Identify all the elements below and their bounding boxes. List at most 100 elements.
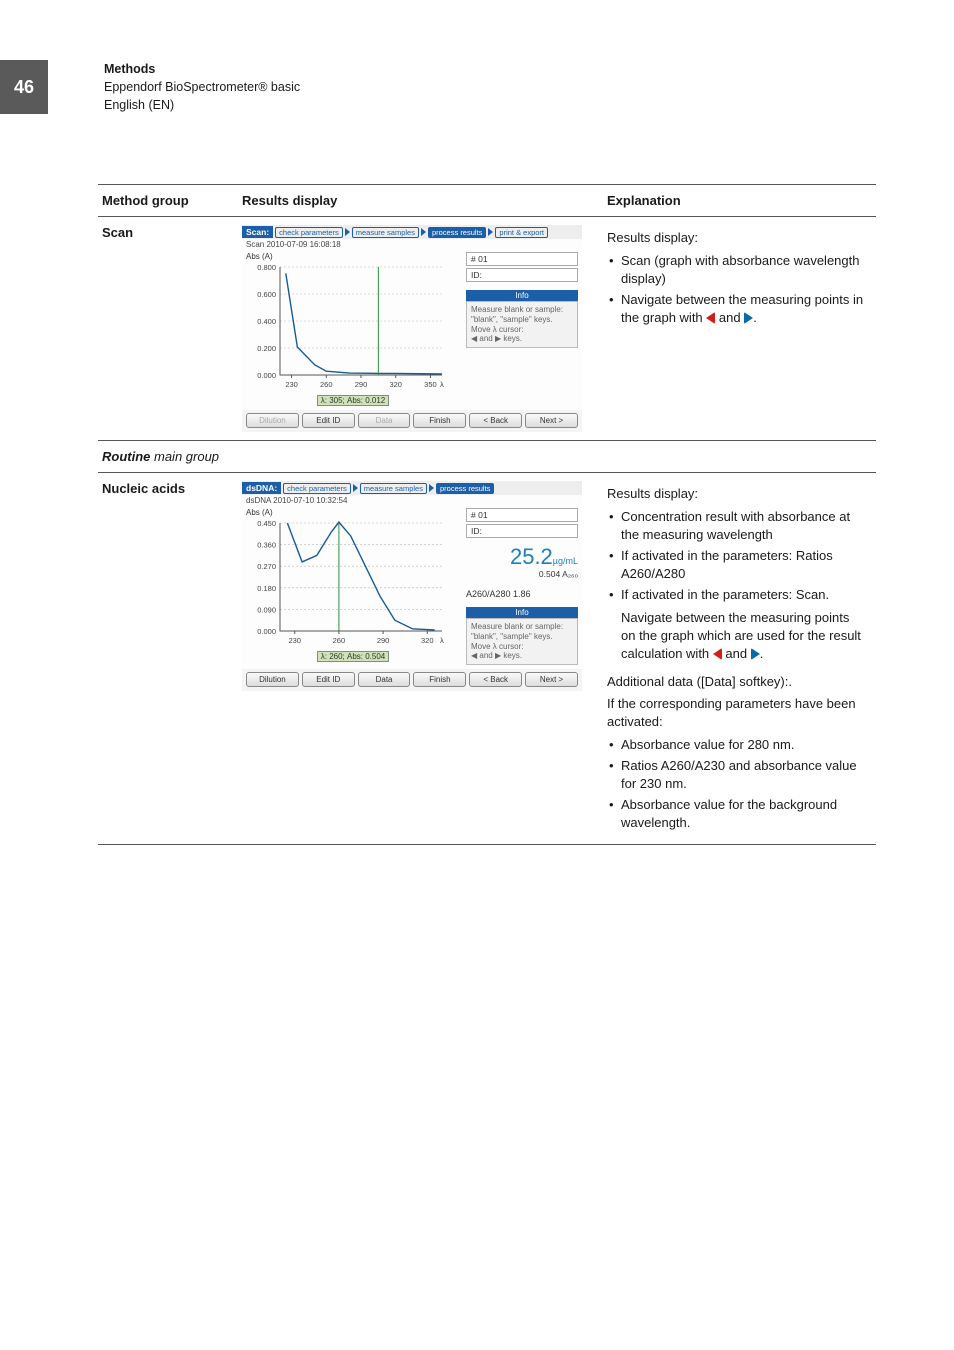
arrow-right-icon xyxy=(751,648,760,660)
softkey-button[interactable]: Data xyxy=(358,672,411,687)
bullet-item: Scan (graph with absorbance wavelength d… xyxy=(607,252,866,288)
scan-exp-heading: Results display: xyxy=(607,229,866,247)
svg-text:320: 320 xyxy=(389,380,402,389)
svg-text:230: 230 xyxy=(285,380,298,389)
info-banner: Info xyxy=(466,607,578,618)
softkey-button[interactable]: Finish xyxy=(413,672,466,687)
col-results-display: Results display xyxy=(238,185,603,217)
scan-bullets: Scan (graph with absorbance wavelength d… xyxy=(607,252,866,328)
y-axis-label: Abs (A) xyxy=(246,252,460,261)
workflow-tab[interactable]: measure samples xyxy=(352,227,419,238)
app-name: dsDNA: xyxy=(242,482,281,494)
timestamp: dsDNA 2010-07-10 10:32:54 xyxy=(242,495,582,506)
cursor-readout: λ: 260; Abs: 0.504 xyxy=(317,651,390,662)
y-axis-label: Abs (A) xyxy=(246,508,460,517)
workflow-tab[interactable]: measure samples xyxy=(360,483,427,494)
nucleic-exp-heading: Results display: xyxy=(607,485,866,503)
page-number-tab: 46 xyxy=(0,60,48,114)
nucleic-add-heading: Additional data ([Data] softkey):. xyxy=(607,673,866,691)
absorbance-value: 0.504 A₂₆₀ xyxy=(466,569,578,579)
info-text: Measure blank or sample: "blank", "sampl… xyxy=(466,618,578,664)
bullet-item: Absorbance value for the background wave… xyxy=(607,796,866,832)
softkey-button: Data xyxy=(358,413,411,428)
bullet-item: Absorbance value for 280 nm. xyxy=(607,736,866,754)
softkey-button[interactable]: Dilution xyxy=(246,672,299,687)
sample-number: # 01 xyxy=(466,252,578,266)
ratio-line: A260/A280 1.86 xyxy=(466,589,578,599)
softkey-button[interactable]: Next > xyxy=(525,672,578,687)
row-routine-group: Routine main group xyxy=(98,441,876,473)
svg-text:230: 230 xyxy=(288,636,301,645)
nucleic-add-bullets: Absorbance value for 280 nm. Ratios A260/… xyxy=(607,736,866,833)
workflow-tab[interactable]: process results xyxy=(428,227,486,238)
svg-text:290: 290 xyxy=(355,380,368,389)
cursor-readout: λ: 305; Abs: 0.012 xyxy=(317,395,390,406)
methods-table: Method group Results display Explanation… xyxy=(98,184,876,844)
scan-graph: 0.800 0.600 0.400 0.200 0.000 230 260 290 320 350… xyxy=(246,263,446,393)
softkey-button[interactable]: Edit ID xyxy=(302,672,355,687)
doc-header-title: Methods xyxy=(104,60,876,78)
svg-text:260: 260 xyxy=(320,380,333,389)
softkey-button[interactable]: < Back xyxy=(469,672,522,687)
bullet-item: Ratios A260/A230 and absorbance value fo… xyxy=(607,757,866,793)
svg-text:0.090: 0.090 xyxy=(257,606,276,615)
svg-text:0.600: 0.600 xyxy=(257,290,276,299)
svg-text:0.270: 0.270 xyxy=(257,563,276,572)
nucleic-add-sub: If the corresponding parameters have bee… xyxy=(607,695,866,731)
sample-number: # 01 xyxy=(466,508,578,522)
bullet-item: If activated in the parameters: Scan. xyxy=(607,586,866,604)
cell-nucleic-label: Nucleic acids xyxy=(98,473,238,844)
workflow-tab[interactable]: check parameters xyxy=(275,227,343,238)
bullet-item: If activated in the parameters: Ratios A… xyxy=(607,547,866,583)
softkey-button[interactable]: Finish xyxy=(413,413,466,428)
info-banner: Info xyxy=(466,290,578,301)
routine-group-suffix: main group xyxy=(150,449,219,464)
doc-header-sub: Eppendorf BioSpectrometer® basic xyxy=(104,78,876,96)
timestamp: Scan 2010-07-09 16:08:18 xyxy=(242,239,582,250)
softkey-button: Dilution xyxy=(246,413,299,428)
workflow-tab[interactable]: process results xyxy=(436,483,494,494)
row-scan: Scan Scan:check parameters measure sample… xyxy=(98,217,876,441)
svg-text:0.360: 0.360 xyxy=(257,541,276,550)
cell-scan-label: Scan xyxy=(98,217,238,441)
bullet-item: Navigate between the measuring points in… xyxy=(607,291,866,327)
svg-text:0.450: 0.450 xyxy=(257,519,276,528)
svg-text:0.800: 0.800 xyxy=(257,263,276,272)
svg-text:0.000: 0.000 xyxy=(257,627,276,636)
workflow-tab[interactable]: check parameters xyxy=(283,483,351,494)
sample-id[interactable]: ID: xyxy=(466,524,578,538)
app-name: Scan: xyxy=(242,226,273,238)
workflow-tab[interactable]: print & export xyxy=(495,227,548,238)
routine-group-name: Routine xyxy=(102,449,150,464)
nucleic-bullets: Concentration result with absorbance at … xyxy=(607,508,866,605)
screenshot-nucleic: dsDNA:check parameters measure samples pro… xyxy=(242,481,593,690)
sample-id[interactable]: ID: xyxy=(466,268,578,282)
scan-graph: 0.450 0.360 0.270 0.180 0.090 0.000 230 260 290 3… xyxy=(246,519,446,649)
screenshot-scan: Scan:check parameters measure samples proc… xyxy=(242,225,593,432)
doc-header-lang: English (EN) xyxy=(104,96,876,114)
svg-text:0.000: 0.000 xyxy=(257,371,276,380)
svg-text:0.400: 0.400 xyxy=(257,317,276,326)
softkey-button[interactable]: Edit ID xyxy=(302,413,355,428)
arrow-left-icon xyxy=(713,648,722,660)
softkey-button[interactable]: < Back xyxy=(469,413,522,428)
arrow-left-icon xyxy=(706,312,715,324)
arrow-right-icon xyxy=(744,312,753,324)
svg-text:350: 350 xyxy=(424,380,437,389)
svg-text:λ (nm): λ (nm) xyxy=(440,380,446,389)
nucleic-nav-para: Navigate between the measuring points on… xyxy=(607,609,866,664)
row-nucleic: Nucleic acids dsDNA:check parameters meas… xyxy=(98,473,876,844)
svg-text:320: 320 xyxy=(421,636,434,645)
concentration-value: 25.2µg/mL xyxy=(466,546,578,568)
col-explanation: Explanation xyxy=(603,185,876,217)
svg-text:260: 260 xyxy=(333,636,346,645)
info-text: Measure blank or sample: "blank", "sampl… xyxy=(466,301,578,347)
bullet-item: Concentration result with absorbance at … xyxy=(607,508,866,544)
svg-text:290: 290 xyxy=(377,636,390,645)
svg-text:λ (nm): λ (nm) xyxy=(440,636,446,645)
svg-text:0.200: 0.200 xyxy=(257,344,276,353)
doc-header: Methods Eppendorf BioSpectrometer® basic… xyxy=(104,60,876,114)
col-method-group: Method group xyxy=(98,185,238,217)
softkey-button[interactable]: Next > xyxy=(525,413,578,428)
svg-text:0.180: 0.180 xyxy=(257,584,276,593)
